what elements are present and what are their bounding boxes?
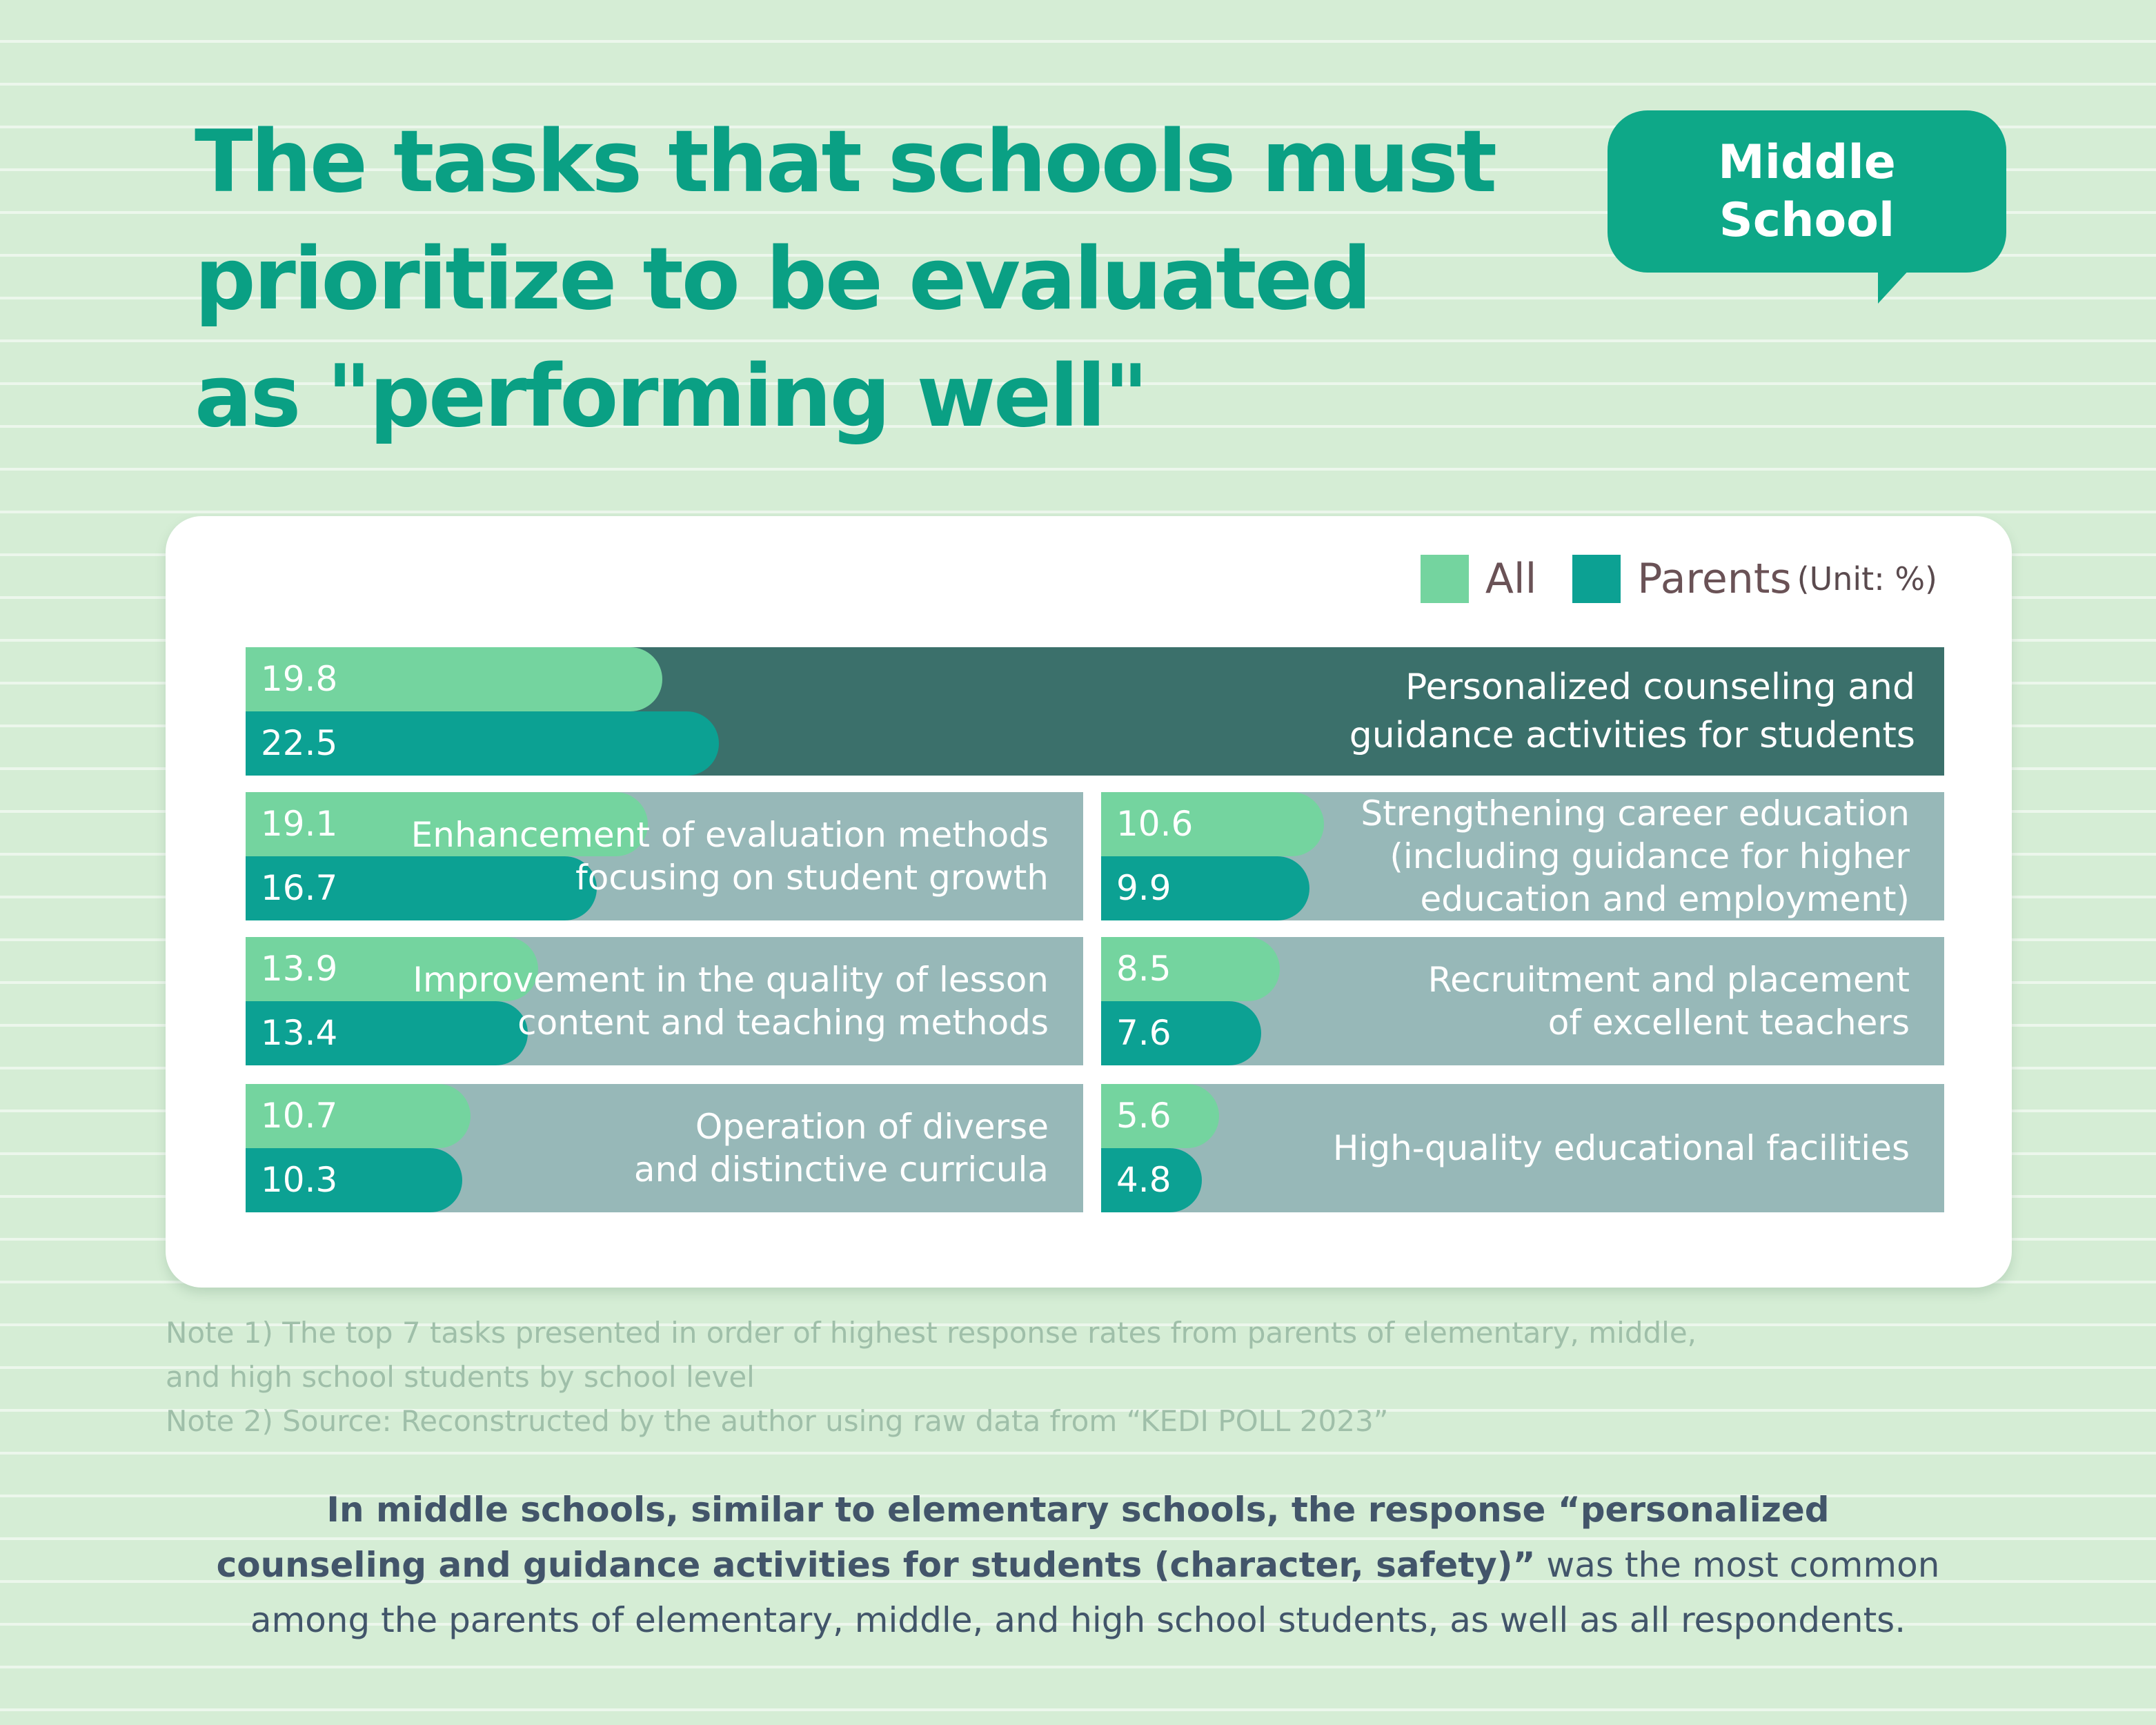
- category-label: Enhancement of evaluation methods focusin…: [411, 792, 1049, 920]
- category-label-line: content and teaching methods: [517, 1003, 1049, 1043]
- value-label-parents: 10.3: [261, 1160, 338, 1200]
- category-panel: High-quality educational facilities 5.6 4.…: [1101, 1084, 1944, 1212]
- category-panel: Improvement in the quality of lesson cont…: [246, 937, 1083, 1065]
- bar-all: [246, 1084, 471, 1148]
- page-title: The tasks that schools must prioritize t…: [195, 103, 1574, 455]
- bar-parents: [246, 1001, 528, 1065]
- bar-parents: [1101, 1001, 1261, 1065]
- bar-all: [246, 937, 538, 1001]
- title-line: as "performing well": [195, 347, 1149, 446]
- category-label-line: and distinctive curricula: [633, 1150, 1049, 1190]
- category-label: Operation of diverse and distinctive curr…: [634, 1084, 1049, 1212]
- badge-line: Middle: [1718, 135, 1896, 190]
- value-label-parents: 7.6: [1116, 1013, 1171, 1053]
- value-label-parents: 13.4: [261, 1013, 338, 1053]
- summary-text: In middle schools, similar to elementary…: [110, 1482, 2046, 1648]
- category-label: Strengthening career education (including…: [1361, 792, 1910, 920]
- value-label-parents: 22.5: [261, 723, 338, 763]
- summary-line: among the parents of elementary, middle,…: [250, 1600, 1906, 1640]
- value-label-parents: 16.7: [261, 868, 338, 908]
- speech-bubble-tail: [1878, 268, 1911, 304]
- bar-parents: [1101, 1148, 1202, 1212]
- summary-bold-line: counseling and guidance activities for s…: [216, 1545, 1536, 1585]
- legend-swatch-all: [1420, 555, 1469, 603]
- note-line: Note 1) The top 7 tasks presented in ord…: [166, 1316, 1697, 1350]
- note-line: Note 2) Source: Reconstructed by the aut…: [166, 1404, 1389, 1438]
- category-label-line: Personalized counseling and: [1405, 667, 1915, 708]
- category-label-line: Improvement in the quality of lesson: [413, 960, 1049, 1000]
- bar-all: [246, 792, 648, 856]
- summary-bold-line: In middle schools, similar to elementary…: [326, 1490, 1830, 1530]
- chart-legend: All Parents (Unit: %): [1420, 555, 1937, 603]
- legend-label-all: All: [1485, 555, 1537, 603]
- category-panel: Strengthening career education (including…: [1101, 792, 1944, 920]
- category-label-line: Enhancement of evaluation methods: [411, 815, 1049, 855]
- category-label: Improvement in the quality of lesson cont…: [413, 937, 1049, 1065]
- bar-parents: [246, 711, 719, 776]
- value-label-all: 10.7: [261, 1096, 338, 1136]
- category-label: Recruitment and placement of excellent te…: [1428, 937, 1910, 1065]
- legend-unit: (Unit: %): [1797, 560, 1937, 598]
- value-label-all: 19.8: [261, 659, 338, 699]
- chart-notes: Note 1) The top 7 tasks presented in ord…: [166, 1311, 1890, 1443]
- bar-all: [246, 647, 662, 711]
- title-line: prioritize to be evaluated: [195, 230, 1372, 329]
- legend-swatch-parents: [1572, 555, 1621, 603]
- category-label-line: Operation of diverse: [695, 1107, 1049, 1147]
- category-label-line: Recruitment and placement: [1427, 960, 1910, 1000]
- category-label-line: (including guidance for higher: [1389, 836, 1910, 876]
- note-line: and high school students by school level: [166, 1360, 755, 1394]
- category-label: Personalized counseling and guidance acti…: [1349, 647, 1915, 776]
- category-panel: Enhancement of evaluation methods focusin…: [246, 792, 1083, 920]
- value-label-all: 8.5: [1116, 949, 1171, 989]
- title-line: The tasks that schools must: [195, 112, 1497, 212]
- summary-line: was the most common: [1535, 1545, 1940, 1585]
- category-label-line: education and employment): [1420, 879, 1910, 919]
- bar-all: [1101, 937, 1280, 1001]
- featured-category-panel: Personalized counseling and guidance acti…: [246, 647, 1944, 776]
- category-label-line: of excellent teachers: [1547, 1003, 1910, 1043]
- legend-label-parents: Parents: [1637, 555, 1792, 603]
- value-label-all: 19.1: [261, 804, 338, 844]
- bar-parents: [1101, 856, 1309, 920]
- bar-all: [1101, 1084, 1219, 1148]
- value-label-parents: 9.9: [1116, 868, 1171, 908]
- value-label-parents: 4.8: [1116, 1160, 1171, 1200]
- bar-parents: [246, 1148, 462, 1212]
- category-label-line: focusing on student growth: [575, 858, 1049, 898]
- badge-line: School: [1719, 193, 1895, 248]
- category-panel: Operation of diverse and distinctive curr…: [246, 1084, 1083, 1212]
- bar-parents: [246, 856, 597, 920]
- category-label: High-quality educational facilities: [1333, 1084, 1910, 1212]
- value-label-all: 13.9: [261, 949, 338, 989]
- category-panel: Recruitment and placement of excellent te…: [1101, 937, 1944, 1065]
- chart-card: All Parents (Unit: %) Personalized couns…: [166, 516, 2012, 1288]
- value-label-all: 10.6: [1116, 804, 1194, 844]
- school-level-badge: Middle School: [1608, 110, 2006, 273]
- category-label-line: guidance activities for students: [1349, 715, 1915, 756]
- value-label-all: 5.6: [1116, 1096, 1171, 1136]
- category-label-line: High-quality educational facilities: [1332, 1128, 1910, 1168]
- category-label-line: Strengthening career education: [1361, 793, 1910, 834]
- bar-all: [1101, 792, 1324, 856]
